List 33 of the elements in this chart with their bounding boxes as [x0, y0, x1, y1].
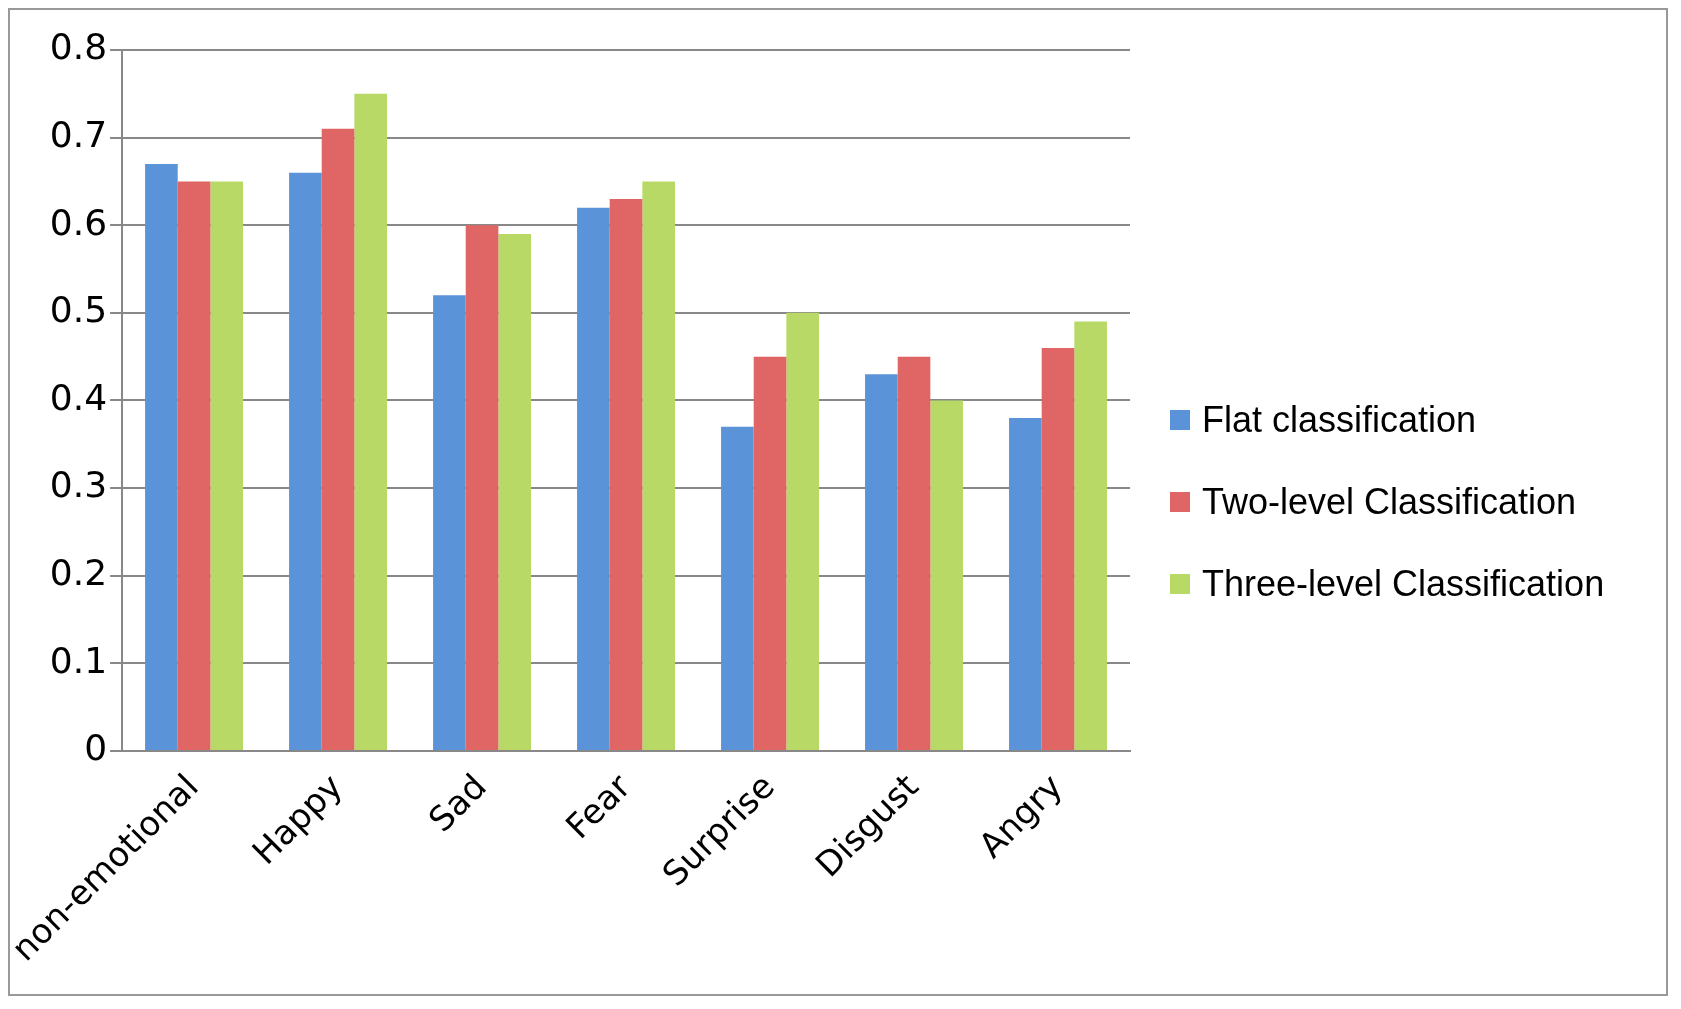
- legend-label: Flat classification: [1202, 399, 1477, 441]
- y-tick-label: 0.7: [49, 113, 108, 155]
- bar: [577, 207, 610, 750]
- bar: [609, 198, 643, 750]
- y-tick-label: 0.8: [49, 26, 108, 68]
- bar: [1074, 321, 1107, 750]
- bar: [354, 93, 387, 750]
- bar: [321, 128, 355, 750]
- bar: [753, 356, 787, 750]
- bar: [786, 312, 819, 750]
- bar: [1009, 417, 1042, 750]
- bar: [210, 181, 243, 750]
- bar: [721, 426, 754, 750]
- y-tick-label: 0.2: [49, 552, 108, 594]
- bar: [177, 181, 211, 750]
- bar: [897, 356, 931, 750]
- y-tick-label: 0.3: [49, 464, 108, 506]
- bar: [1041, 347, 1075, 750]
- bar: [930, 400, 963, 750]
- bar: [865, 374, 898, 750]
- bar: [433, 295, 466, 750]
- y-tick-label: 0.6: [49, 201, 108, 243]
- bar: [642, 181, 675, 750]
- bar: [145, 163, 178, 750]
- bar: [465, 225, 499, 750]
- y-tick-label: 0.4: [49, 376, 108, 418]
- legend-label: Two-level Classification: [1202, 481, 1577, 523]
- legend-label: Three-level Classification: [1202, 563, 1605, 605]
- y-tick-label: 0.1: [49, 639, 108, 681]
- bar: [289, 172, 322, 750]
- bar: [498, 233, 531, 750]
- y-tick-label: 0.5: [49, 289, 108, 331]
- y-tick-label: 0: [84, 727, 108, 769]
